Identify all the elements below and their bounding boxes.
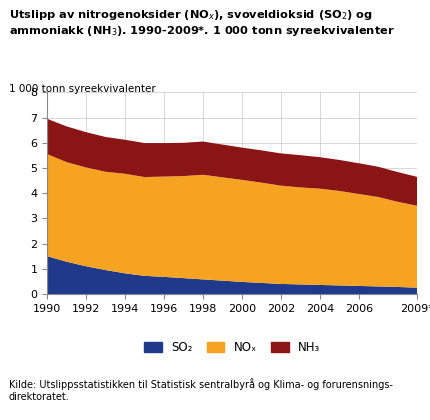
Text: Utslipp av nitrogenoksider (NO$_x$), svoveldioksid (SO$_2$) og
ammoniakk (NH$_3$: Utslipp av nitrogenoksider (NO$_x$), svo… bbox=[9, 8, 394, 38]
Legend: SO₂, NOₓ, NH₃: SO₂, NOₓ, NH₃ bbox=[139, 336, 325, 359]
Text: 1 000 tonn syreekvivalenter: 1 000 tonn syreekvivalenter bbox=[9, 84, 155, 94]
Text: Kilde: Utslippsstatistikken til Statistisk sentralbyrå og Klima- og forurensning: Kilde: Utslippsstatistikken til Statisti… bbox=[9, 378, 393, 402]
